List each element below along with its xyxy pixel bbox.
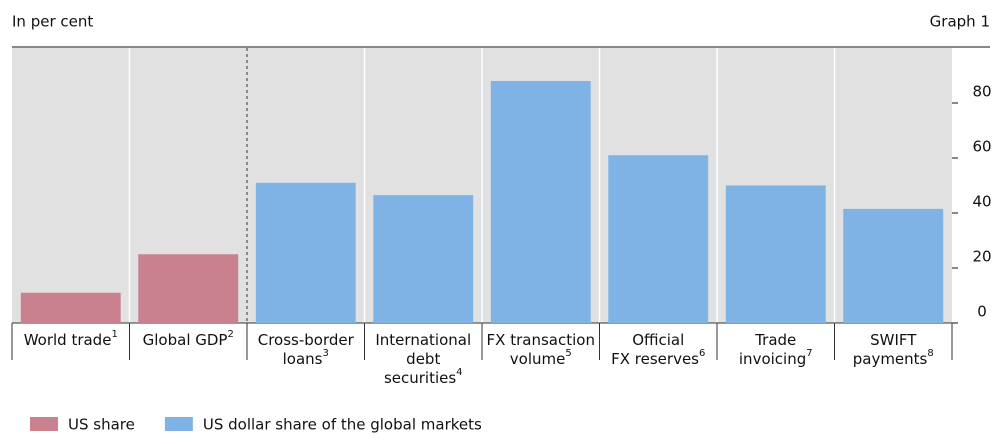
bar <box>138 254 239 323</box>
bar <box>843 208 944 323</box>
x-tick-label: FX reserves6 <box>611 348 705 368</box>
x-tick-label-line: International <box>375 331 471 349</box>
x-tick-label: World trade1 <box>24 329 118 349</box>
x-tick-label-line: Trade <box>754 331 796 349</box>
x-tick-label: securities4 <box>384 367 463 387</box>
footnote-mark: 4 <box>456 367 462 378</box>
x-tick-label-line: SWIFT <box>870 331 917 349</box>
x-tick-label: invoicing7 <box>739 348 813 368</box>
x-tick-label: Trade <box>754 331 796 349</box>
x-tick-label-line: FX reserves <box>611 350 699 368</box>
x-tick-label-line: loans <box>283 350 323 368</box>
footnote-mark: 1 <box>111 329 117 340</box>
footnote-mark: 6 <box>699 348 705 359</box>
y-tick-label: 0 <box>977 303 987 321</box>
x-tick-label: SWIFT <box>870 331 917 349</box>
x-tick-label-line: debt <box>406 350 440 368</box>
x-tick-label: debt <box>406 350 440 368</box>
x-tick-label-line: securities <box>384 369 456 387</box>
y-tick-label: 20 <box>972 248 991 266</box>
bar <box>255 182 356 323</box>
x-tick-label: Cross-border <box>258 331 355 349</box>
bar <box>608 155 709 323</box>
chart-title: Graph 1 <box>930 13 990 31</box>
x-tick-label-line: World trade <box>24 331 112 349</box>
footnote-mark: 7 <box>806 348 812 359</box>
footnote-mark: 8 <box>927 348 933 359</box>
x-tick-label-line: FX transaction <box>487 331 595 349</box>
footnote-mark: 3 <box>322 348 328 359</box>
x-tick-label-line: payments <box>853 350 928 368</box>
x-tick-label: payments8 <box>853 348 934 368</box>
bar <box>20 292 121 323</box>
x-tick-label: FX transaction <box>487 331 595 349</box>
legend-swatch <box>164 417 193 431</box>
legend-label: US share <box>68 416 135 434</box>
y-tick-label: 80 <box>972 83 991 101</box>
x-tick-label: Official <box>632 331 684 349</box>
legend-label: US dollar share of the global markets <box>203 416 482 434</box>
x-tick-label-line: Global GDP <box>143 331 228 349</box>
bar <box>725 185 826 323</box>
y-tick-label: 40 <box>972 193 991 211</box>
legend-swatch <box>30 417 58 431</box>
x-tick-label: International <box>375 331 471 349</box>
footnote-mark: 5 <box>565 348 571 359</box>
y-tick-label: 60 <box>972 138 991 156</box>
x-tick-label-line: invoicing <box>739 350 806 368</box>
x-tick-label-line: volume <box>510 350 566 368</box>
bar <box>490 81 591 323</box>
x-tick-label-line: Cross-border <box>258 331 355 349</box>
x-tick-label: Global GDP2 <box>143 329 234 349</box>
chart-subtitle: In per cent <box>12 13 93 31</box>
x-tick-label-line: Official <box>632 331 684 349</box>
footnote-mark: 2 <box>227 329 233 340</box>
x-tick-label: loans3 <box>283 348 329 368</box>
x-tick-label: volume5 <box>510 348 572 368</box>
bar <box>373 195 474 323</box>
